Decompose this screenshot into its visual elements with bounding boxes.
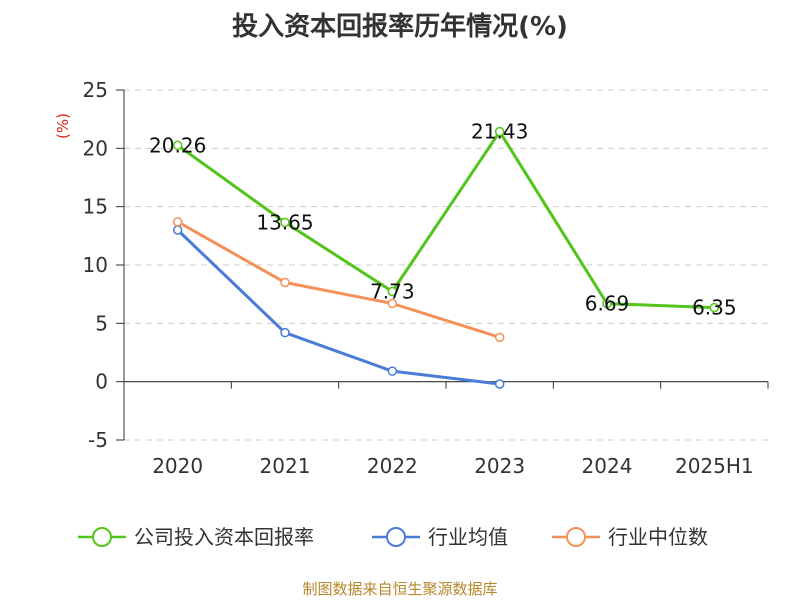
data-point	[387, 298, 398, 309]
y-tick-label: 0	[95, 370, 108, 394]
data-point	[602, 298, 612, 309]
data-label: 21.43	[471, 120, 528, 144]
y-tick-label: 10	[83, 253, 108, 277]
legend-label: 行业均值	[428, 525, 508, 549]
x-tick-label: 2024	[582, 454, 633, 478]
data-point	[172, 225, 183, 235]
data-label: 20.26	[149, 133, 206, 157]
data-label: 6.35	[692, 296, 737, 320]
series-line	[176, 130, 715, 310]
series-line	[176, 220, 501, 339]
y-tick-label: 15	[83, 195, 108, 219]
y-tick-label: 25	[83, 78, 108, 102]
chart-title: 投入资本回报率历年情况(%)	[232, 12, 568, 42]
data-point	[172, 217, 183, 227]
legend-marker	[92, 527, 112, 547]
x-tick-label: 2022	[367, 454, 418, 478]
data-label: 13.65	[256, 210, 313, 234]
legend-marker	[386, 527, 406, 547]
data-point	[172, 140, 183, 151]
axes: 25 20 15 10 5 0 -5 (%) 2020 2021 2022 2023 2024 2025H…	[54, 78, 769, 478]
data-point	[280, 217, 290, 228]
legend-label: 公司投入资本回报率	[134, 525, 314, 549]
data-point	[387, 366, 398, 376]
series-line	[176, 228, 500, 386]
legend-marker	[566, 527, 586, 547]
legend: 公司投入资本回报率 行业均值 行业中位数	[78, 525, 708, 549]
x-tick-label: 2021	[260, 454, 311, 478]
legend-label: 行业中位数	[608, 525, 708, 549]
y-tick-label: 5	[95, 311, 108, 335]
x-tick-label: 2025H1	[675, 454, 754, 478]
data-label: 6.69	[585, 292, 630, 316]
x-tick-label: 2020	[152, 454, 203, 478]
data-point	[280, 327, 290, 338]
data-point	[280, 277, 290, 288]
data-point	[494, 126, 505, 137]
data-point	[387, 286, 398, 297]
data-point	[709, 302, 720, 313]
y-tick-label: 20	[83, 136, 108, 160]
source-note: 制图数据来自恒生聚源数据库	[302, 580, 498, 598]
y-tick-label: -5	[88, 428, 108, 452]
data-point	[494, 332, 505, 343]
x-tick-label: 2023	[474, 454, 525, 478]
data-point	[494, 379, 505, 389]
y-axis-label: (%)	[54, 113, 72, 139]
grid-lines	[124, 89, 768, 441]
